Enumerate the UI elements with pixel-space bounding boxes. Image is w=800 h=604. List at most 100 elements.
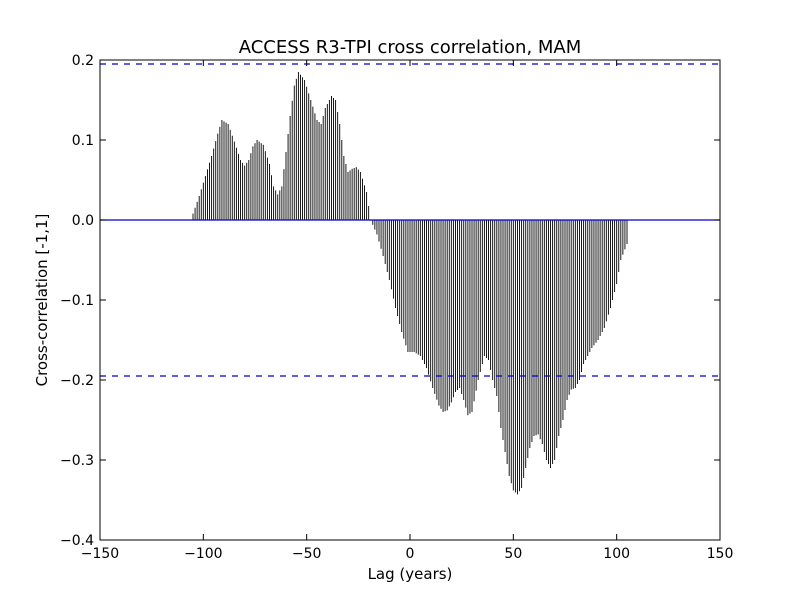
bar [488,220,489,360]
x-tick-label: 150 [707,546,734,562]
bar [610,220,611,308]
bar [556,220,558,448]
bar [554,220,556,460]
y-axis-label: Cross-correlation [-1,1] [33,214,51,387]
y-axis-ticks: −0.4 −0.3 −0.2 −0.1 0.0 0.1 0.2 [60,53,720,549]
bar [384,220,386,264]
bar [380,220,382,249]
bar [419,220,421,356]
bar [502,220,504,440]
bar [496,220,498,396]
bar [479,220,481,372]
bar [254,143,256,220]
bar [368,206,370,220]
x-tick-label: −100 [184,546,222,562]
bar [341,140,343,220]
bar [277,194,279,220]
bar [514,220,516,493]
bar [328,100,330,220]
bar [256,140,258,220]
bar [533,220,535,436]
bar [531,220,533,442]
x-tick-label: −150 [81,546,119,562]
bar [233,141,235,220]
bar [289,116,291,220]
bar [545,220,547,460]
bar [378,220,380,242]
bar [500,220,502,428]
y-tick-label: −0.3 [60,453,94,469]
y-tick-label: −0.2 [60,373,94,389]
bar [463,220,465,400]
bar [469,220,471,414]
bar [258,141,260,220]
bar [539,220,541,440]
bar [457,220,458,390]
y-tick-label: 0.1 [72,133,94,149]
bar [570,220,572,390]
x-tick-label: −50 [292,546,322,562]
bar [593,220,595,346]
bar [235,147,237,220]
bar [362,178,363,220]
bar [302,77,303,220]
bar [430,220,432,382]
bar [504,220,506,452]
bar [312,106,314,220]
bar [273,186,275,220]
bar [508,220,510,476]
bar [331,96,332,220]
bar [300,74,301,220]
bar [227,124,229,220]
bar [424,220,425,364]
bar [364,185,365,220]
bar-series [192,72,628,495]
bar [322,116,324,220]
bar [442,220,444,412]
bar [450,220,452,403]
bar [585,220,587,360]
bar [390,220,392,290]
bar [266,157,268,220]
bar [316,120,318,220]
bar [452,220,454,398]
x-tick-label: 50 [504,546,522,562]
bar [473,220,475,402]
bar [333,98,334,220]
bar [601,220,603,332]
bar [223,121,225,220]
bar [483,220,485,356]
bar [264,151,266,220]
bar [535,220,537,436]
x-tick-label: 100 [603,546,630,562]
bar [366,192,368,220]
x-axis-label: Lag (years) [368,565,453,583]
bar [432,220,434,388]
bar [200,189,202,220]
y-tick-label: 0.2 [72,53,94,69]
bar [318,122,320,220]
bar [271,175,272,220]
bar [574,220,576,388]
bar [510,220,512,484]
bar [207,169,208,220]
bar [434,220,436,394]
bar [386,220,388,272]
bar [192,213,194,220]
bar [597,220,599,340]
bar [426,220,427,368]
bar [471,220,473,412]
bar [581,220,582,372]
bar [399,220,401,324]
bar [607,220,609,315]
bar [403,220,405,339]
bar [506,220,508,464]
bar [591,220,593,348]
bar [225,122,227,220]
bar [448,220,450,407]
bar [481,220,483,364]
bar [512,220,514,491]
bar [306,86,308,220]
bar [603,220,605,328]
bar [558,220,560,436]
